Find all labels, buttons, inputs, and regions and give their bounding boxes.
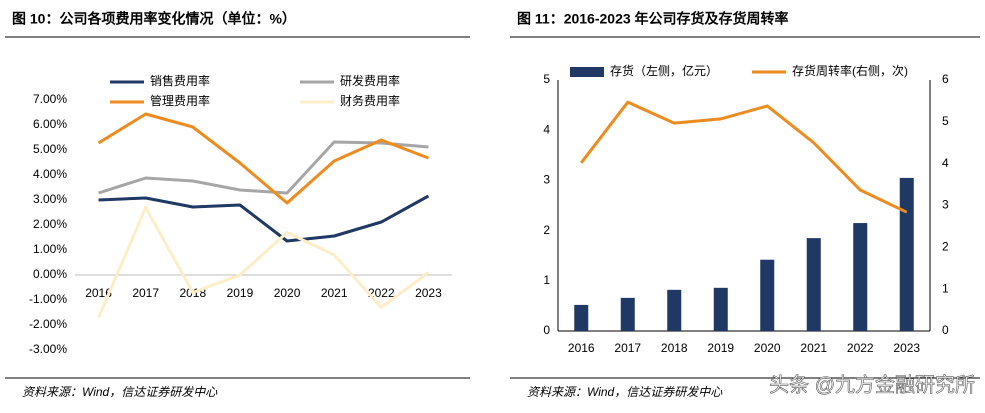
y2-tick-label: 0 xyxy=(942,323,949,337)
bar xyxy=(667,289,682,331)
line-series xyxy=(97,206,430,319)
x-tick-label: 2022 xyxy=(847,341,874,355)
bar xyxy=(853,223,868,331)
y2-tick-label: 2 xyxy=(942,240,949,254)
y-tick-label: 4 xyxy=(543,122,550,136)
bar xyxy=(713,287,728,331)
y-tick-label: -3.00% xyxy=(29,342,67,356)
chart-title: 图 10：公司各项费用率变化情况（单位：%） xyxy=(12,11,296,27)
y2-tick-label: 4 xyxy=(942,156,949,170)
x-tick-label: 2020 xyxy=(274,286,301,300)
x-tick-label: 2021 xyxy=(321,286,348,300)
x-tick-label: 2019 xyxy=(227,286,254,300)
y-tick-label: -2.00% xyxy=(29,317,67,331)
legend-swatch xyxy=(570,67,604,77)
legend-label: 财务费用率 xyxy=(340,93,400,108)
y2-tick-label: 3 xyxy=(942,198,949,212)
y-tick-label: 7.00% xyxy=(33,92,67,106)
x-tick-label: 2023 xyxy=(893,341,920,355)
bar xyxy=(806,238,821,331)
bar xyxy=(620,297,635,331)
y-tick-label: 0 xyxy=(543,323,550,337)
x-tick-label: 2016 xyxy=(85,286,112,300)
y-tick-label: -1.00% xyxy=(29,292,67,306)
bar xyxy=(899,177,914,331)
y-tick-label: 5.00% xyxy=(33,142,67,156)
legend-label: 存货（左侧，亿元） xyxy=(610,63,718,78)
legend-label: 管理费用率 xyxy=(150,93,210,108)
x-tick-label: 2022 xyxy=(368,286,395,300)
x-tick-label: 2019 xyxy=(707,341,734,355)
x-tick-label: 2021 xyxy=(800,341,827,355)
y-tick-label: 2 xyxy=(543,223,550,237)
source: 资料来源：Wind，信达证券研发中心 xyxy=(527,385,723,399)
line-series xyxy=(580,100,908,214)
x-tick-label: 2020 xyxy=(754,341,781,355)
y-tick-label: 1 xyxy=(543,273,550,287)
x-tick-label: 2017 xyxy=(132,286,159,300)
y2-tick-label: 1 xyxy=(942,281,949,295)
y2-tick-label: 6 xyxy=(942,72,949,86)
line-series xyxy=(97,112,429,205)
y-tick-label: 4.00% xyxy=(33,167,67,181)
y-tick-label: 3.00% xyxy=(33,192,67,206)
y-tick-label: 5 xyxy=(543,72,550,86)
bar xyxy=(574,304,589,331)
y-tick-label: 3 xyxy=(543,173,550,187)
line-series xyxy=(98,140,429,195)
y-tick-label: 6.00% xyxy=(33,117,67,131)
x-tick-label: 2018 xyxy=(661,341,688,355)
x-tick-label: 2023 xyxy=(415,286,442,300)
x-tick-label: 2016 xyxy=(568,341,595,355)
y2-tick-label: 5 xyxy=(942,114,949,128)
y-tick-label: 2.00% xyxy=(33,217,67,231)
line-series xyxy=(98,194,430,243)
x-tick-label: 2017 xyxy=(614,341,641,355)
watermark: 头条 @九方金融研究所 xyxy=(769,373,975,396)
y-tick-label: 1.00% xyxy=(33,242,67,256)
y-tick-label: 0.00% xyxy=(33,267,67,281)
source: 资料来源：Wind，信达证券研发中心 xyxy=(22,385,218,399)
legend-label: 研发费用率 xyxy=(340,73,400,88)
bar xyxy=(760,259,775,331)
chart-title: 图 11：2016-2023 年公司存货及存货周转率 xyxy=(517,11,789,27)
legend-label: 存货周转率(右侧，次) xyxy=(792,63,908,78)
legend-label: 销售费用率 xyxy=(150,73,210,88)
